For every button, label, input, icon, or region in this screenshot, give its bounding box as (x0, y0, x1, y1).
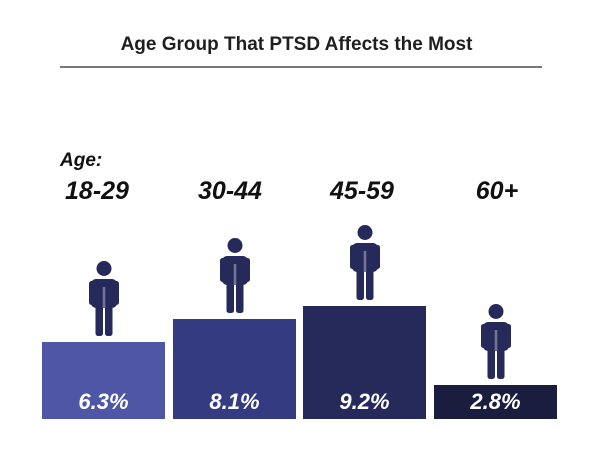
value-label: 8.1% (209, 389, 260, 414)
bar (42, 341, 165, 419)
category-label: 18-29 (65, 177, 129, 205)
category-prefix-label: Age: (60, 150, 103, 171)
title-divider (60, 66, 542, 68)
person-icon (349, 224, 380, 300)
value-label: 6.3% (78, 389, 129, 414)
category-label: 30-44 (198, 177, 262, 205)
bar (303, 305, 426, 419)
person-icon (480, 303, 511, 379)
bar (173, 319, 296, 419)
category-label: 60+ (475, 177, 519, 205)
value-label: 9.2% (339, 389, 390, 414)
chart-title: Age Group That PTSD Affects the Most (120, 34, 473, 55)
category-label: 45-59 (330, 177, 394, 205)
person-icon (88, 260, 119, 336)
value-label: 2.8% (470, 389, 521, 414)
bar (434, 384, 557, 419)
person-icon (219, 238, 250, 314)
